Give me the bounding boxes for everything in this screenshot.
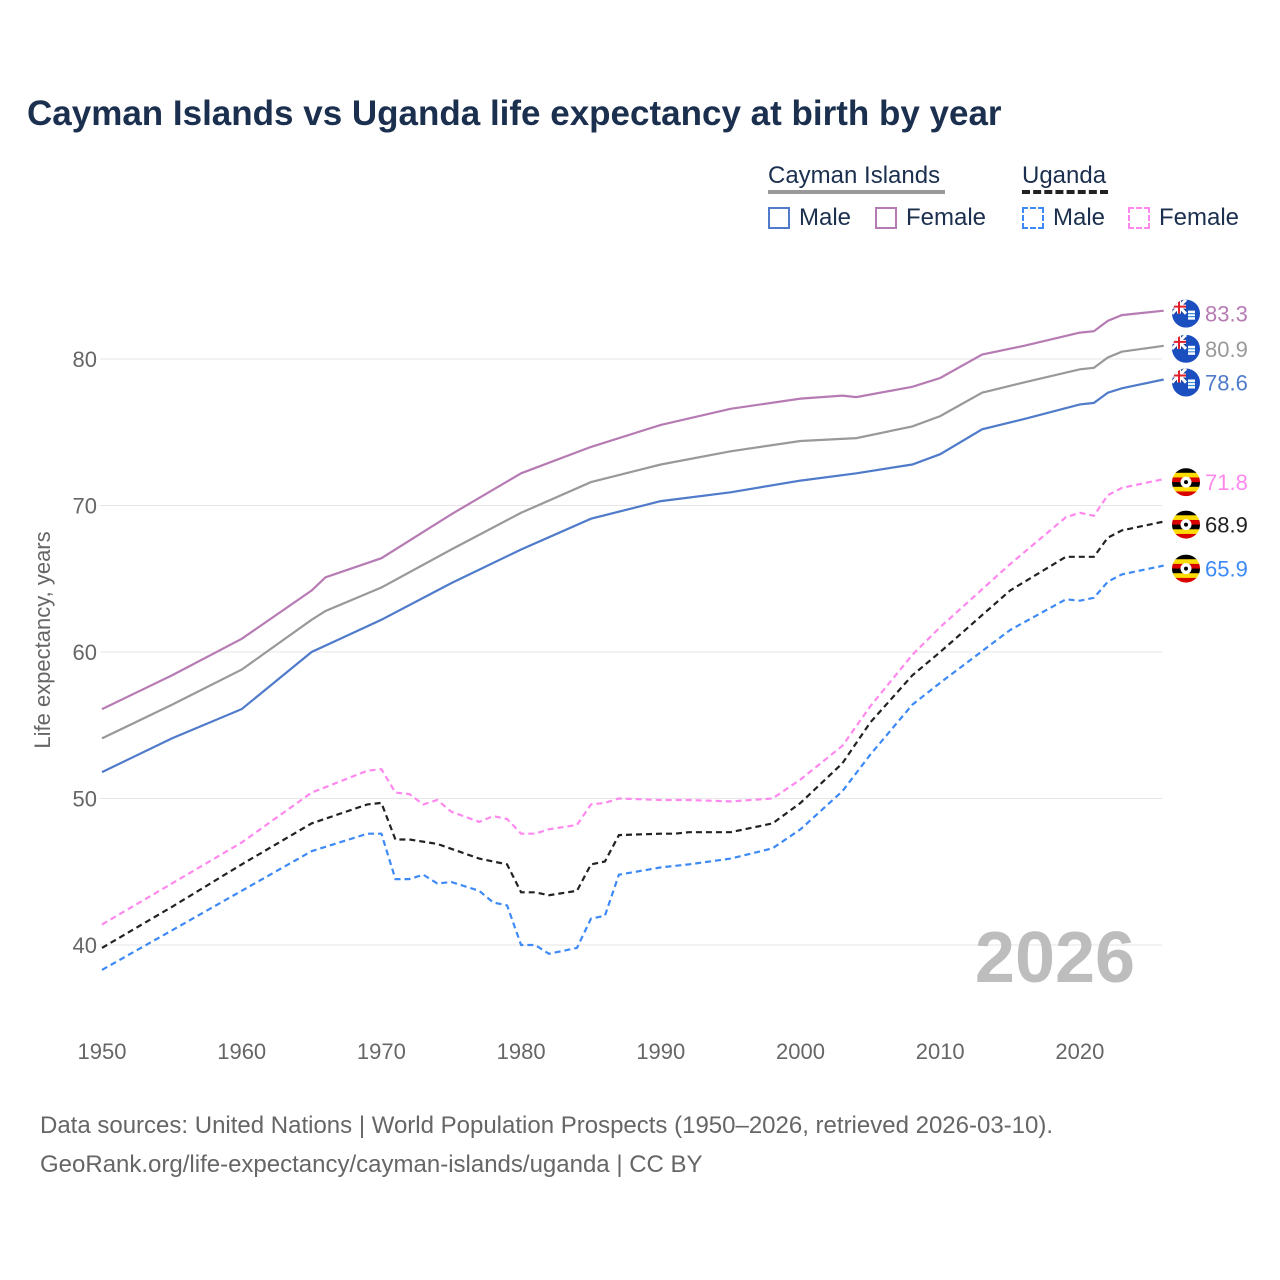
x-tick-label: 2020 [1055,1039,1104,1064]
y-tick-label: 70 [73,494,97,519]
end-value-label: 71.8 [1205,470,1248,495]
series-line-cayman-islands-male [101,378,1164,774]
year-watermark: 2026 [975,918,1135,998]
source-line: Data sources: United Nations | World Pop… [40,1112,1054,1139]
x-tick-label: 1960 [217,1039,266,1064]
end-value-label: 65.9 [1205,557,1248,582]
x-tick-label: 1950 [78,1039,127,1064]
x-tick-label: 2000 [776,1039,825,1064]
x-tick-label: 1980 [497,1039,546,1064]
legend-label-cayman-male: Male [799,204,852,231]
legend-label-cayman-female: Female [906,204,987,231]
legend-label-uganda-female: Female [1159,204,1240,231]
legend-swatch-cayman-male [768,207,790,229]
chart-title: Cayman Islands vs Uganda life expectancy… [27,94,1002,133]
y-axis-label: Life expectancy, years [30,531,55,748]
end-value-label: 78.6 [1205,371,1248,396]
cayman-islands-flag-icon [1172,368,1200,397]
legend-label-uganda-male: Male [1053,204,1106,231]
uganda-flag-icon [1172,510,1200,539]
legend-swatch-cayman-female [875,207,897,229]
end-value-label: 80.9 [1205,337,1248,362]
uganda-flag-icon [1172,554,1200,583]
series-line-uganda-total [101,520,1164,949]
source-note: Data sources: United Nations | World Pop… [40,1106,1053,1184]
legend-group-uganda: Uganda [1022,162,1107,189]
x-tick-label: 1990 [636,1039,685,1064]
source-link[interactable]: GeoRank.org/life-expectancy/cayman-islan… [40,1151,703,1178]
x-tick-label: 2010 [916,1039,965,1064]
end-value-label: 68.9 [1205,513,1248,538]
legend-swatch-uganda-male [1022,207,1044,229]
legend-cayman-line [768,190,945,194]
y-tick-label: 80 [73,347,97,372]
series-line-uganda-male [101,564,1164,971]
y-tick-label: 60 [73,640,97,665]
cayman-islands-flag-icon [1172,334,1200,363]
series-line-cayman-islands-female [101,309,1164,711]
end-value-label: 83.3 [1205,302,1248,327]
legend-swatch-uganda-female [1128,207,1150,229]
cayman-islands-flag-icon [1172,299,1200,328]
uganda-flag-icon [1172,468,1200,497]
y-tick-label: 40 [73,933,97,958]
x-tick-label: 1970 [357,1039,406,1064]
series-line-uganda-female [101,478,1164,926]
legend-group-cayman: Cayman Islands [768,162,941,189]
series-line-cayman-islands-total [101,344,1164,740]
y-tick-label: 50 [73,787,97,812]
legend-uganda-line [1022,190,1108,194]
